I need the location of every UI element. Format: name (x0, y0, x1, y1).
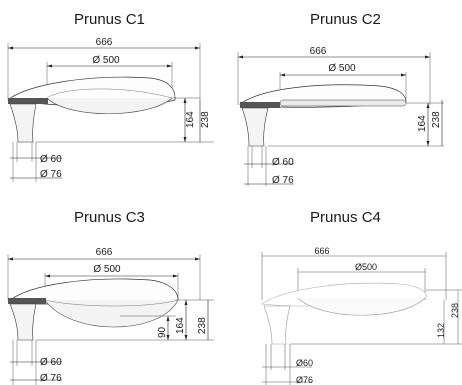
luminaire-arm (240, 102, 280, 108)
luminaire-shade (279, 99, 407, 107)
panel-prunus-c2: Prunus C2 666 Ø 500 164 238 Ø 60 Ø 76 (237, 11, 444, 186)
panel-title: Prunus C2 (310, 11, 381, 28)
panel-title: Prunus C4 (310, 209, 381, 226)
panel-title: Prunus C1 (74, 11, 145, 28)
panel-prunus-c1: Prunus C1 666 Ø 500 164 238 (7, 11, 214, 182)
shade-diameter-label: Ø 500 (92, 55, 120, 66)
luminaire-spigot (9, 103, 37, 143)
overall-length-label: 666 (310, 46, 327, 57)
overall-length-label: 666 (314, 246, 329, 256)
height-total-label: 238 (450, 303, 460, 318)
overall-length-label: 666 (96, 37, 113, 48)
pole-inner-label: Ø 60 (40, 154, 62, 165)
height-mid-label: 164 (417, 115, 428, 132)
panel-title: Prunus C3 (74, 209, 145, 226)
pole-inner-label: Ø 60 (272, 157, 294, 168)
luminaire-shade (46, 97, 173, 115)
pole-outer-label: Ø 76 (272, 175, 294, 186)
pole-outer-label: Ø 76 (40, 169, 62, 180)
luminaire-shade (297, 297, 426, 316)
luminaire-spigot (9, 303, 37, 341)
height-low-label: 90 (157, 326, 168, 338)
height-total-label: 238 (197, 317, 208, 334)
panel-prunus-c4: Prunus C4 666 Ø500 132 238 Ø60 Ø76 (261, 209, 462, 385)
pole-inner-label: Ø 60 (40, 357, 62, 368)
panel-prunus-c3: Prunus C3 666 Ø 500 90 164 238 (7, 209, 214, 385)
shade-diameter-label: Ø 500 (93, 264, 121, 275)
height-total-label: 238 (431, 111, 442, 128)
height-mid-label: 132 (436, 323, 446, 338)
luminaire-spigot (241, 107, 269, 147)
pole-inner-label: Ø60 (296, 358, 313, 368)
shade-diameter-label: Ø 500 (328, 63, 356, 74)
shade-diameter-label: Ø500 (355, 262, 377, 272)
pole-outer-label: Ø 76 (40, 373, 62, 384)
luminaire-spigot (263, 305, 291, 345)
height-total-label: 238 (200, 111, 211, 128)
height-mid-label: 164 (175, 317, 186, 334)
luminaire-shade (44, 299, 179, 328)
luminaire-arm (8, 298, 46, 304)
height-mid-label: 164 (185, 111, 196, 128)
overall-length-label: 666 (96, 247, 113, 258)
pole-outer-label: Ø76 (296, 375, 313, 385)
luminaire-arm (8, 98, 48, 104)
